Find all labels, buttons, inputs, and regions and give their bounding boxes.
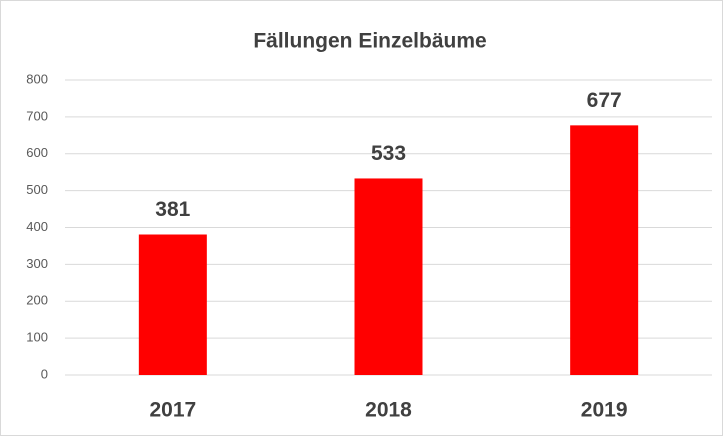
y-tick-label: 800 <box>26 71 48 86</box>
data-label: 533 <box>371 142 406 165</box>
data-label: 381 <box>155 198 190 221</box>
y-tick-label: 600 <box>26 145 48 160</box>
bar <box>570 125 639 375</box>
y-tick-label: 400 <box>26 219 48 234</box>
bar <box>138 234 207 375</box>
y-tick-label: 100 <box>26 330 48 345</box>
y-tick-label: 700 <box>26 108 48 123</box>
y-tick-label: 0 <box>41 366 48 381</box>
x-tick-label: 2018 <box>365 399 412 422</box>
data-label: 677 <box>587 89 622 112</box>
bar <box>354 178 423 375</box>
chart-title: Fällungen Einzelbäume <box>253 30 486 53</box>
x-tick-label: 2019 <box>581 399 628 422</box>
y-tick-label: 500 <box>26 182 48 197</box>
y-tick-label: 200 <box>26 293 48 308</box>
y-tick-label: 300 <box>26 256 48 271</box>
x-tick-label: 2017 <box>149 399 196 422</box>
